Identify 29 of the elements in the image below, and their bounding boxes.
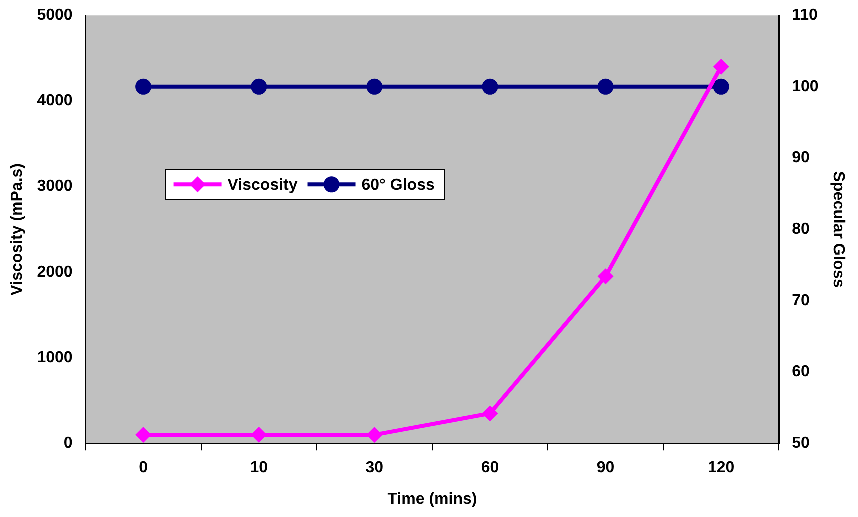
- point: [482, 406, 498, 422]
- point: [598, 268, 614, 285]
- x-tick-label: 60: [481, 460, 500, 477]
- y-tick-label: 2000: [37, 264, 73, 281]
- point: [251, 427, 268, 444]
- x-tick-label: 90: [596, 460, 615, 477]
- y2-tick-label: 70: [792, 292, 810, 310]
- y2-tick-label: 90: [792, 150, 810, 167]
- y2-tick-label: 50: [792, 435, 810, 452]
- y2-tick-label: 110: [792, 7, 818, 24]
- y2-tick-label: 100: [792, 78, 819, 96]
- y-tick-label: 1000: [37, 349, 73, 366]
- y-tick-label: 4000: [37, 92, 73, 110]
- legend-label: Viscosity: [228, 177, 298, 194]
- point: [713, 58, 730, 75]
- x-tick-label: 10: [250, 460, 268, 477]
- y2-tick-label: 60: [792, 364, 810, 381]
- x-tick-label: 120: [708, 460, 735, 477]
- point: [366, 427, 383, 444]
- y-tick-label: 3000: [37, 178, 73, 196]
- x-axis-title: Time (mins): [388, 490, 478, 508]
- legend-label: 60° Gloss: [362, 177, 435, 194]
- y2-axis-title: Specular Gloss: [830, 171, 847, 288]
- y2-tick-label: 80: [792, 221, 810, 238]
- y-axis-title: Viscosity (mPa.s): [9, 163, 26, 296]
- y-tick-label: 0: [64, 435, 73, 452]
- y-tick-label: 5000: [37, 7, 73, 24]
- x-tick-label: 0: [139, 460, 148, 477]
- x-tick-label: 30: [366, 460, 384, 477]
